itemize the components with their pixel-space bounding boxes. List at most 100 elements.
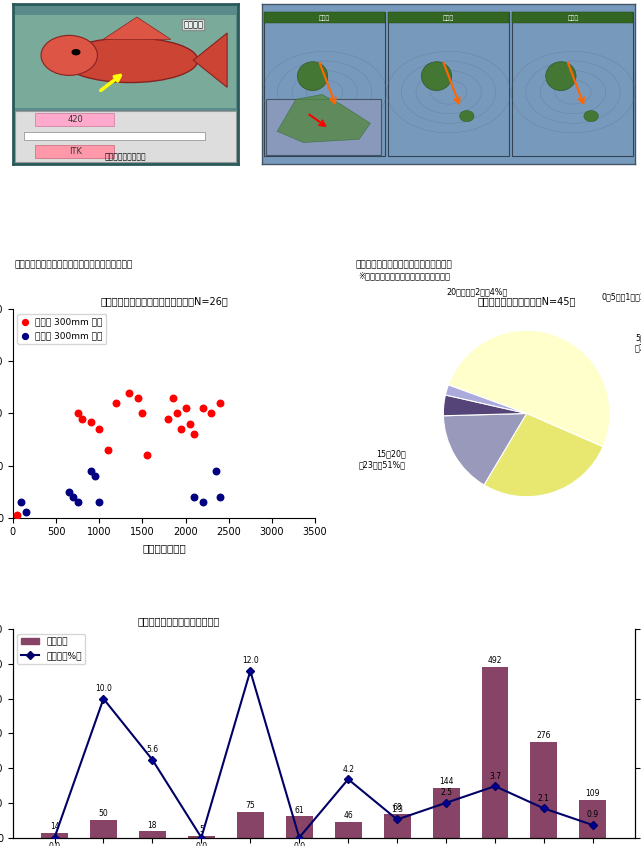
Ellipse shape — [421, 62, 452, 91]
尾叉長 300mm 未満 — [133, 391, 143, 404]
Text: 5: 5 — [199, 825, 204, 834]
Bar — [35, 113, 114, 126]
再捕率（%） — [344, 774, 352, 784]
Text: 10.0: 10.0 — [95, 684, 112, 693]
Text: 20度以上（2尾、4%）: 20度以上（2尾、4%） — [446, 288, 507, 297]
尾叉長 300mm 未満 — [172, 407, 182, 420]
再捕率（%） — [491, 781, 499, 791]
Bar — [41, 832, 68, 838]
Polygon shape — [277, 95, 370, 142]
再捕率（%） — [99, 694, 107, 704]
Text: 144: 144 — [439, 777, 453, 786]
Text: 50: 50 — [99, 810, 108, 818]
尾叉長 300mm 未満 — [94, 422, 104, 436]
Text: 18: 18 — [147, 821, 157, 830]
尾叉長 300mm 以上 — [90, 470, 100, 483]
Ellipse shape — [72, 49, 81, 55]
尾叉長 300mm 未満 — [215, 396, 225, 409]
Text: 420: 420 — [68, 115, 84, 124]
再捕率（%） — [149, 755, 156, 765]
Text: 0.0: 0.0 — [49, 843, 61, 846]
Wedge shape — [445, 385, 527, 414]
Polygon shape — [194, 33, 227, 87]
Ellipse shape — [584, 111, 599, 122]
Text: 図５　月別の放流尾数と再捕率: 図５ 月別の放流尾数と再捕率 — [137, 616, 219, 626]
尾叉長 300mm 以上 — [72, 495, 83, 508]
Bar — [264, 12, 385, 24]
Wedge shape — [444, 414, 527, 485]
Wedge shape — [484, 414, 603, 497]
尾叉長 300mm 未満 — [189, 427, 199, 441]
Ellipse shape — [545, 62, 576, 91]
尾叉長 300mm 以上 — [189, 490, 199, 503]
尾叉長 300mm 未満 — [124, 386, 135, 399]
再捕率（%） — [51, 832, 58, 843]
Text: 61: 61 — [294, 805, 304, 815]
Bar — [513, 12, 633, 24]
Bar — [481, 667, 508, 838]
Bar — [433, 788, 460, 838]
Text: 75: 75 — [246, 801, 255, 810]
尾叉長 300mm 未満 — [197, 402, 208, 415]
Bar — [286, 816, 313, 838]
Wedge shape — [444, 395, 527, 415]
Title: 図３　放流からの経過日数と成長（N=26）: 図３ 放流からの経過日数と成長（N=26） — [100, 296, 228, 305]
Text: ITK: ITK — [69, 147, 83, 156]
尾叉長 300mm 未満 — [206, 407, 217, 420]
尾叉長 300mm 以上 — [85, 464, 96, 477]
Text: 2.1: 2.1 — [538, 794, 550, 803]
尾叉長 300mm 未満 — [142, 448, 152, 462]
Text: ※括弧内は再捕されたキンメダイの尾数: ※括弧内は再捕されたキンメダイの尾数 — [358, 272, 450, 281]
Legend: 尾叉長 300mm 未満, 尾叉長 300mm 以上: 尾叉長 300mm 未満, 尾叉長 300mm 以上 — [17, 314, 106, 343]
尾叉長 300mm 以上 — [64, 485, 74, 498]
Text: 図１　キンメダイと標識（スパゲッティータグ）: 図１ キンメダイと標識（スパゲッティータグ） — [15, 261, 133, 270]
Title: 図４　放流時の温度差（N=45）: 図４ 放流時の温度差（N=45） — [478, 296, 576, 305]
Ellipse shape — [62, 38, 198, 83]
再捕率（%） — [394, 815, 401, 825]
Text: 276: 276 — [537, 731, 551, 740]
Text: 15～20度
（23尾、51%）: 15～20度 （23尾、51%） — [359, 449, 406, 469]
Polygon shape — [103, 17, 171, 40]
Wedge shape — [449, 330, 610, 447]
尾叉長 300mm 未満 — [77, 412, 87, 426]
Text: 46: 46 — [344, 810, 353, 820]
Text: 5.6: 5.6 — [146, 745, 158, 755]
Ellipse shape — [297, 62, 328, 91]
尾叉長 300mm 未満 — [137, 407, 147, 420]
Ellipse shape — [41, 36, 97, 75]
Text: 14: 14 — [50, 822, 60, 831]
尾叉長 300mm 未満 — [103, 443, 113, 457]
尾叉長 300mm 以上 — [16, 495, 26, 508]
再捕率（%） — [442, 798, 450, 808]
Bar — [384, 814, 411, 838]
Line: 再捕率（%）: 再捕率（%） — [51, 667, 596, 841]
Bar — [388, 12, 509, 24]
Text: 放流地: 放流地 — [567, 15, 579, 20]
Bar — [188, 836, 215, 838]
尾叉長 300mm 未満 — [180, 402, 190, 415]
Bar — [266, 99, 381, 156]
Ellipse shape — [460, 111, 474, 122]
尾叉長 300mm 以上 — [68, 490, 78, 503]
尾叉長 300mm 以上 — [211, 464, 221, 477]
Text: 3.7: 3.7 — [489, 772, 501, 781]
尾叉長 300mm 以上 — [215, 490, 225, 503]
Bar — [237, 811, 263, 838]
Text: 0.0: 0.0 — [196, 843, 208, 846]
Text: 0.9: 0.9 — [587, 810, 599, 820]
尾叉長 300mm 未満 — [12, 508, 22, 522]
Ellipse shape — [336, 111, 350, 122]
Legend: 放流尾数, 再捕率（%）: 放流尾数, 再捕率（%） — [17, 634, 85, 663]
尾叉長 300mm 以上 — [21, 506, 31, 519]
尾叉長 300mm 以上 — [197, 495, 208, 508]
Text: キタゴン: キタゴン — [183, 20, 203, 30]
Text: スパゲッティータグ: スパゲッティータグ — [105, 152, 146, 161]
Bar — [579, 799, 606, 838]
Text: 放流地: 放流地 — [443, 15, 454, 20]
Text: 492: 492 — [488, 656, 503, 665]
Text: 0.0: 0.0 — [293, 843, 305, 846]
尾叉長 300mm 以上 — [94, 495, 104, 508]
Bar — [531, 742, 558, 838]
Bar — [90, 820, 117, 838]
Text: 1.3: 1.3 — [391, 805, 403, 814]
